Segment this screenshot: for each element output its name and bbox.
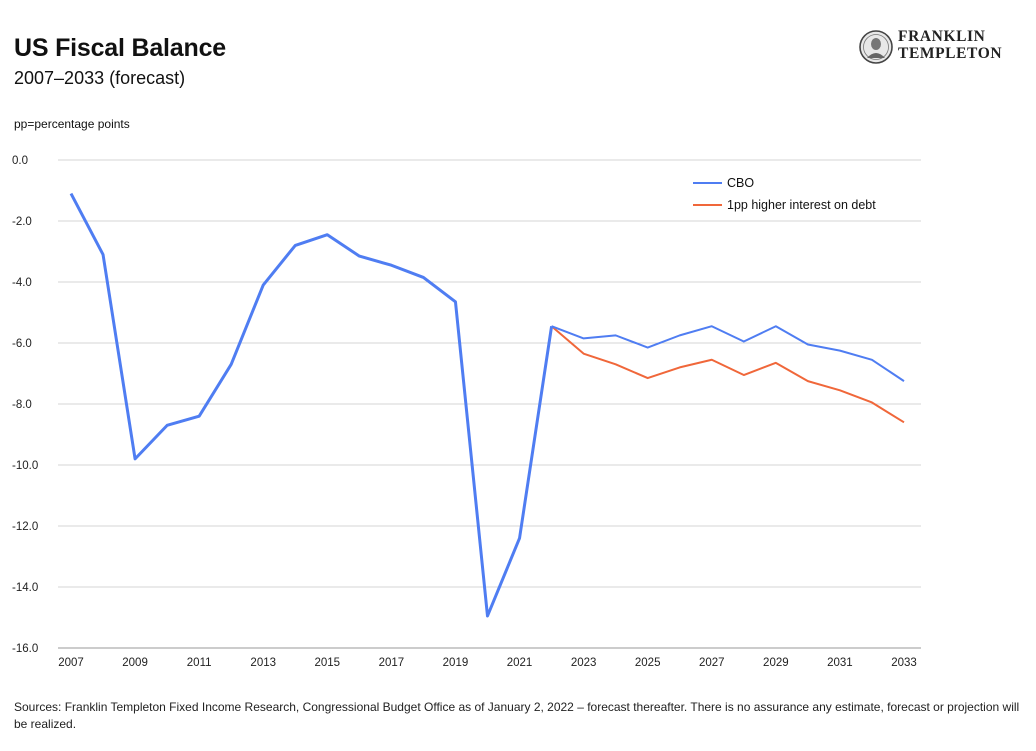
y-tick-label: -8.0 bbox=[12, 399, 32, 411]
franklin-portrait-seal-icon bbox=[859, 30, 893, 64]
legend-label: CBO bbox=[727, 176, 754, 190]
y-tick-label: -14.0 bbox=[12, 582, 38, 594]
fiscal-balance-line-chart: 0.0-2.0-4.0-6.0-8.0-10.0-12.0-14.0-16.0 … bbox=[12, 155, 921, 669]
x-tick-label: 2015 bbox=[315, 657, 341, 669]
y-tick-label: -10.0 bbox=[12, 460, 38, 472]
source-footnote: Sources: Franklin Templeton Fixed Income… bbox=[14, 700, 1020, 731]
x-tick-label: 2021 bbox=[507, 657, 533, 669]
x-tick-label: 2033 bbox=[891, 657, 917, 669]
x-axis: 2007 2009 2011 2013 2015 2017 2019 2021 2023 2025… bbox=[58, 657, 917, 669]
legend-label: 1pp higher interest on debt bbox=[727, 198, 876, 212]
y-tick-label: -16.0 bbox=[12, 643, 38, 655]
logo-line-2: TEMPLETON bbox=[898, 45, 1003, 62]
series-line-cbo-forecast bbox=[551, 325, 905, 382]
logo-line-1: FRANKLIN bbox=[898, 28, 986, 45]
legend: CBO 1pp higher interest on debt bbox=[693, 176, 876, 212]
x-tick-label: 2031 bbox=[827, 657, 853, 669]
units-note: pp=percentage points bbox=[14, 117, 130, 131]
y-tick-label: 0.0 bbox=[12, 155, 28, 167]
x-tick-label: 2013 bbox=[250, 657, 276, 669]
chart-subtitle: 2007–2033 (forecast) bbox=[14, 68, 186, 88]
y-tick-label: -12.0 bbox=[12, 521, 38, 533]
x-tick-label: 2007 bbox=[58, 657, 84, 669]
x-tick-label: 2017 bbox=[379, 657, 405, 669]
chart-title: US Fiscal Balance bbox=[14, 34, 226, 62]
series-lines bbox=[69, 192, 905, 618]
x-tick-label: 2027 bbox=[699, 657, 725, 669]
x-tick-label: 2009 bbox=[122, 657, 148, 669]
x-tick-label: 2023 bbox=[571, 657, 597, 669]
franklin-templeton-logo: FRANKLIN TEMPLETON bbox=[858, 28, 1028, 72]
logo-wordmark: FRANKLIN TEMPLETON bbox=[898, 28, 1002, 62]
y-tick-label: -6.0 bbox=[12, 338, 32, 350]
x-tick-label: 2029 bbox=[763, 657, 789, 669]
series-line-higher-interest bbox=[550, 325, 905, 424]
x-tick-label: 2025 bbox=[635, 657, 661, 669]
series-line-cbo-historical bbox=[69, 192, 554, 618]
x-tick-label: 2011 bbox=[187, 657, 212, 669]
y-axis: 0.0 -2.0 -4.0 -6.0 -8.0 -10.0 -12.0 -14.0 -16.0 bbox=[12, 155, 38, 655]
y-tick-label: -2.0 bbox=[12, 216, 32, 228]
gridlines bbox=[58, 159, 921, 649]
x-tick-label: 2019 bbox=[443, 657, 469, 669]
y-tick-label: -4.0 bbox=[12, 277, 32, 289]
